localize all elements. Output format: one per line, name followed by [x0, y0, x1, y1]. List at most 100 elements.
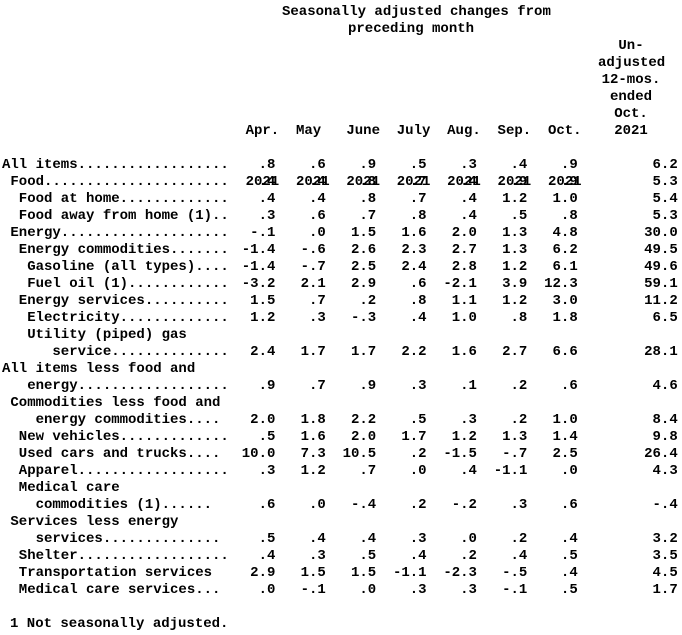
row-label: Food away from home (1)..: [2, 208, 229, 224]
cell-aug-2021: .3: [460, 582, 477, 598]
month-label: Apr.: [245, 123, 280, 139]
cell-june-2021: 1.7: [350, 344, 377, 360]
cell-sep-2021: 1.3: [502, 429, 528, 445]
row-label: Fuel oil (1)............: [2, 276, 229, 292]
cell-oct-2021: 1.4: [552, 429, 578, 445]
cell-12mos-unadjusted: 3.2: [652, 531, 678, 547]
row-label: service..............: [2, 344, 229, 360]
cell-aug-2021: 1.6: [451, 344, 477, 360]
cell-aug-2021: -2.3: [443, 565, 477, 581]
cell-july-2021: .0: [409, 463, 427, 479]
row-label: commodities (1)......: [2, 497, 213, 513]
month-label: May: [295, 123, 322, 139]
cell-apr-2021: .3: [258, 208, 276, 224]
cell-june-2021: .7: [359, 208, 377, 224]
cell-july-2021: .8: [409, 293, 427, 309]
cell-oct-2021: [527, 361, 577, 378]
cell-june-2021: .9: [359, 378, 377, 394]
month-label: Sep.: [497, 123, 532, 139]
cell-aug-2021: .4: [460, 208, 477, 224]
cell-sep-2021: -.1: [502, 582, 528, 598]
cell-12mos-unadjusted: 6.2: [652, 157, 678, 173]
table-row: Medical care services... .0 -.1 .0 .3 .3…: [2, 582, 678, 599]
cell-oct-2021: .4: [560, 565, 578, 581]
cell-sep-2021: [477, 514, 527, 531]
cell-aug-2021: [427, 361, 477, 378]
data-table: All items.................. .8 .6 .9 .5 …: [2, 157, 678, 599]
year-label: 2021: [346, 174, 380, 190]
table-row: New vehicles............. .5 1.6 2.0 1.7…: [2, 429, 678, 446]
cell-apr-2021: .8: [258, 157, 276, 173]
cell-12mos-unadjusted: 28.1: [644, 344, 678, 360]
cell-sep-2021: .2: [510, 531, 528, 547]
cell-sep-2021: 1.2: [502, 191, 528, 207]
cell-oct-2021: .9: [560, 174, 578, 190]
cell-july-2021: .3: [409, 378, 427, 394]
cell-sep-2021: [477, 480, 527, 497]
cell-may-2021: .4: [308, 531, 326, 547]
month-label: June: [346, 123, 380, 139]
cell-12mos-unadjusted: 49.6: [644, 259, 678, 275]
table-row: Energy services.......... 1.5 .7 .2 .8 1…: [2, 293, 678, 310]
cell-apr-2021: [225, 361, 275, 378]
cell-apr-2021: .4: [258, 174, 276, 190]
cell-may-2021: 1.6: [300, 429, 326, 445]
row-label: Used cars and trucks....: [2, 446, 221, 462]
row-label: Transportation services: [2, 565, 213, 581]
cell-aug-2021: [427, 514, 477, 531]
table-row: Commodities less food and: [2, 395, 678, 412]
year-label: 2021: [447, 174, 481, 190]
cell-june-2021: 2.2: [350, 412, 377, 428]
row-label: Food at home.............: [2, 191, 229, 207]
cell-july-2021: .6: [409, 276, 427, 292]
cell-oct-2021: .6: [560, 497, 578, 513]
cell-july-2021: [376, 327, 426, 344]
table-row: Utility (piped) gas: [2, 327, 678, 344]
cell-sep-2021: -.7: [502, 446, 528, 462]
cell-july-2021: .4: [409, 310, 427, 326]
cell-apr-2021: .9: [258, 378, 276, 394]
cell-aug-2021: .1: [460, 378, 477, 394]
cell-sep-2021: -1.1: [493, 463, 528, 479]
cell-oct-2021: 3.0: [552, 293, 578, 309]
year-label: 2021: [396, 174, 431, 190]
cell-july-2021: .3: [409, 582, 427, 598]
year-label: 2021: [245, 174, 280, 190]
row-label: Energy services..........: [2, 293, 229, 309]
cell-june-2021: -.3: [350, 310, 377, 326]
cell-oct-2021: .4: [560, 531, 578, 547]
month-column-header: Apr. 2021: [246, 89, 296, 225]
cell-12mos-unadjusted: 4.5: [652, 565, 678, 581]
cell-may-2021: 7.3: [300, 446, 326, 462]
cell-sep-2021: 3.9: [502, 276, 528, 292]
cell-june-2021: .2: [359, 293, 377, 309]
cell-apr-2021: .4: [258, 548, 276, 564]
unadjusted-header-line: adjusted: [598, 55, 666, 71]
cell-12mos-unadjusted: 6.5: [652, 310, 678, 326]
cell-12mos-unadjusted: 30.0: [644, 225, 678, 241]
cell-aug-2021: 1.1: [451, 293, 477, 309]
cell-may-2021: .4: [308, 191, 326, 207]
cell-june-2021: 2.9: [350, 276, 377, 292]
cell-june-2021: 2.6: [350, 242, 377, 258]
cell-july-2021: .2: [409, 446, 427, 462]
unadjusted-column-header: Un-adjusted 12-mos. ended Oct. 2021: [598, 38, 666, 140]
cell-may-2021: [275, 514, 325, 531]
cell-sep-2021: .4: [510, 157, 528, 173]
cell-may-2021: -.6: [300, 242, 326, 258]
table-row: Fuel oil (1)............ -3.2 2.1 2.9 .6…: [2, 276, 678, 293]
row-label: energy..................: [2, 378, 229, 394]
cell-sep-2021: [477, 361, 527, 378]
cell-july-2021: [376, 514, 426, 531]
cell-may-2021: [275, 327, 325, 344]
cell-june-2021: 2.5: [350, 259, 377, 275]
cell-12mos-unadjusted: 8.4: [652, 412, 678, 428]
unadjusted-header-line: ended: [609, 89, 652, 105]
unadjusted-header-line: Un-: [618, 38, 644, 54]
cell-june-2021: .5: [359, 548, 377, 564]
cell-may-2021: [275, 361, 325, 378]
cell-apr-2021: 2.4: [250, 344, 276, 360]
month-column-header: Aug. 2021: [447, 89, 497, 225]
unadjusted-header-line: 2021: [614, 123, 648, 139]
